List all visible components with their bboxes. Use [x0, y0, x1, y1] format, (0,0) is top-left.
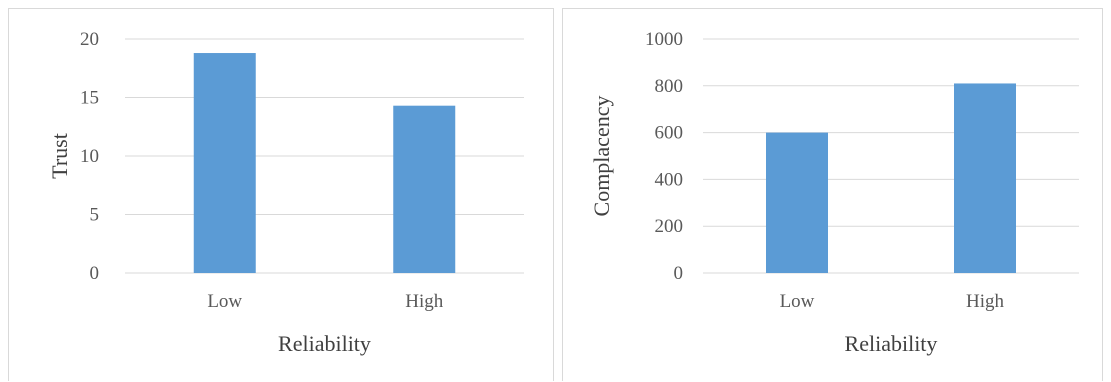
x-tick-labels: Low High — [780, 291, 1005, 312]
grid-lines — [703, 38, 1079, 274]
x-tick-labels: Low High — [207, 291, 443, 312]
x-tick-label: High — [405, 291, 444, 312]
grid-lines — [125, 38, 524, 274]
bar-low — [193, 53, 256, 273]
y-tick-label: 0 — [90, 263, 100, 284]
y-tick-label: 800 — [655, 76, 684, 97]
y-tick-label: 0 — [674, 263, 684, 284]
bar-high — [954, 83, 1016, 274]
bar-low — [766, 132, 828, 273]
y-tick-label: 600 — [655, 123, 684, 144]
y-tick-label: 10 — [80, 146, 99, 167]
x-axis-title: Reliability — [278, 331, 371, 356]
y-tick-label: 400 — [655, 169, 684, 190]
bars — [766, 83, 1016, 274]
trust-chart-panel: 0 5 10 15 20 Low High Trust Reliability — [8, 8, 554, 381]
x-axis-title: Reliability — [845, 331, 938, 356]
y-tick-labels: 0 5 10 15 20 — [80, 29, 99, 284]
trust-chart: 0 5 10 15 20 Low High Trust Reliability — [47, 29, 524, 356]
bars — [193, 53, 456, 273]
y-tick-label: 1000 — [645, 29, 683, 50]
y-tick-labels: 0 200 400 600 800 1000 — [645, 29, 683, 284]
complacency-chart-panel: 0 200 400 600 800 1000 Low High Complacency Re… — [562, 8, 1103, 381]
x-tick-label: Low — [207, 291, 242, 312]
y-axis-title: Complacency — [589, 96, 614, 217]
y-tick-label: 20 — [80, 29, 99, 50]
y-tick-label: 5 — [90, 205, 100, 226]
bar-high — [393, 105, 456, 273]
y-tick-label: 200 — [655, 216, 684, 237]
y-axis-title: Trust — [47, 133, 72, 179]
y-tick-label: 15 — [80, 88, 99, 109]
x-tick-label: High — [966, 291, 1005, 312]
complacency-chart: 0 200 400 600 800 1000 Low High Complacency Re… — [589, 29, 1079, 356]
x-tick-label: Low — [780, 291, 815, 312]
